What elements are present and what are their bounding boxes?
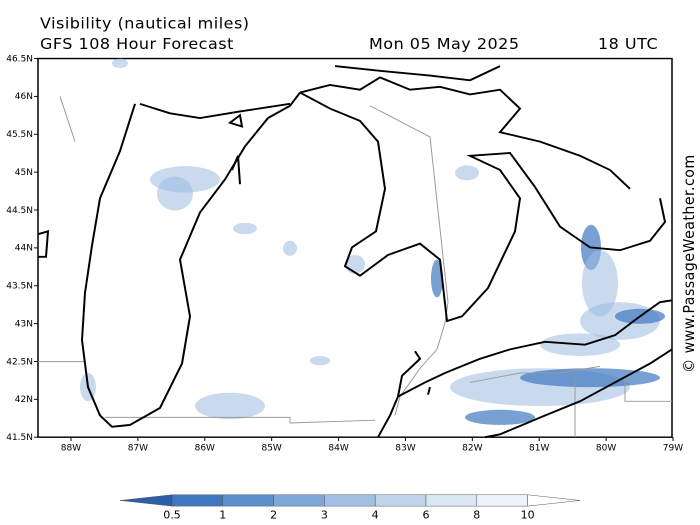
legend-swatch — [374, 494, 427, 507]
legend-label: 6 — [422, 509, 429, 522]
legend-label: 0.5 — [163, 509, 180, 522]
lon-label: 86W — [195, 444, 216, 454]
time: 18 UTC — [598, 36, 658, 53]
lat-label: 41.5N — [6, 433, 33, 443]
legend-swatch — [527, 494, 581, 507]
legend-swatch — [324, 494, 376, 507]
lon-label: 81W — [529, 444, 550, 454]
legend-label: 4 — [372, 509, 379, 522]
legend-label: 10 — [521, 509, 535, 522]
legend-swatch — [476, 494, 528, 507]
legend-swatch — [273, 494, 325, 507]
legend-swatch — [222, 494, 274, 507]
lon-labels: 88W 87W 86W 85W 84W 83W 82W 81W 80W 79W — [61, 437, 684, 453]
lat-label: 42N — [15, 395, 33, 405]
borders — [38, 96, 672, 438]
title: Visibility (nautical miles) — [40, 15, 250, 32]
legend-label: 3 — [321, 509, 328, 522]
legend-label: 8 — [473, 509, 480, 522]
lat-label: 43N — [15, 320, 33, 330]
lat-label: 43.5N — [6, 282, 33, 292]
lat-label: 45N — [15, 168, 33, 178]
legend: 0.5 1 2 3 4 6 8 10 — [119, 494, 581, 522]
lon-label: 80W — [596, 444, 617, 454]
lat-label: 46.5N — [6, 55, 33, 65]
legend-label: 2 — [270, 509, 277, 522]
subtitle: GFS 108 Hour Forecast — [40, 36, 234, 53]
credit: © www.PassageWeather.com — [681, 154, 698, 373]
lon-label: 85W — [261, 444, 282, 454]
lat-label: 44N — [15, 244, 33, 254]
lat-labels: 46.5N 46N 45.5N 45N 44.5N 44N 43.5N 43N 42.5N 42N… — [6, 55, 38, 443]
map: 46.5N 46N 45.5N 45N 44.5N 44N 43.5N 43N 42.5N 42N… — [6, 55, 683, 454]
date: Mon 05 May 2025 — [369, 36, 520, 53]
legend-swatch — [171, 494, 224, 507]
lat-label: 44.5N — [6, 206, 33, 216]
lat-label: 45.5N — [6, 130, 33, 140]
lat-label: 42.5N — [6, 357, 33, 367]
legend-swatch — [119, 494, 173, 507]
lon-label: 84W — [328, 444, 349, 454]
lon-label: 82W — [462, 444, 483, 454]
lon-label: 79W — [663, 444, 684, 454]
lat-label: 46N — [15, 92, 33, 102]
coastlines — [37, 65, 673, 439]
legend-swatch — [425, 494, 478, 507]
lon-label: 83W — [395, 444, 416, 454]
lon-label: 87W — [128, 444, 149, 454]
lon-label: 88W — [61, 444, 82, 454]
legend-label: 1 — [219, 509, 226, 522]
